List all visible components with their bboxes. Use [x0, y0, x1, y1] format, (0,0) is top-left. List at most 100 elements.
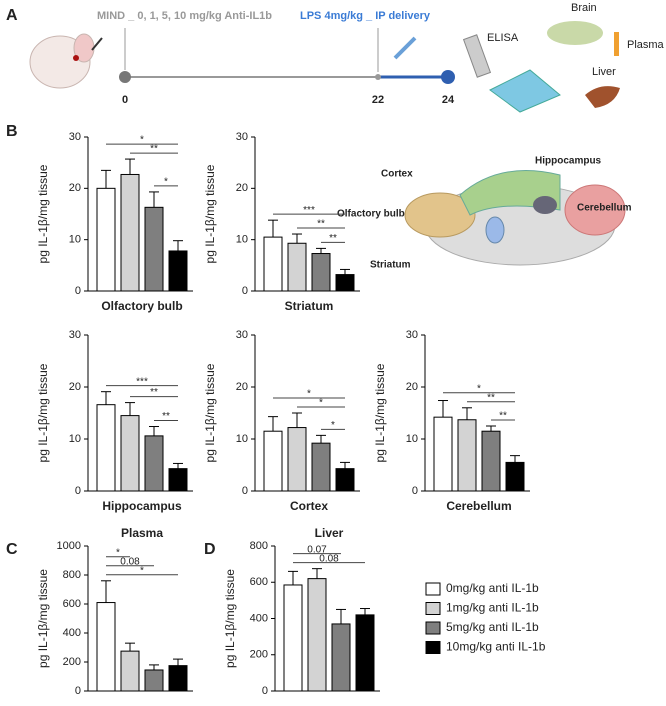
- y-tick-label: 0: [412, 485, 418, 497]
- y-tick-label: 10: [236, 234, 248, 246]
- panel-label: B: [6, 123, 18, 140]
- y-tick-label: 10: [406, 433, 418, 445]
- significance-label: 0.08: [319, 553, 339, 564]
- bar: [96, 404, 116, 492]
- significance-label: **: [317, 219, 325, 230]
- y-tick-label: 30: [406, 329, 418, 341]
- y-tick-label: 30: [69, 329, 81, 341]
- y-tick-label: 0: [75, 285, 81, 297]
- significance-label: *: [331, 420, 335, 431]
- day-label: 22: [372, 94, 384, 106]
- significance-label: 0.07: [307, 544, 327, 555]
- y-axis-label: pg IL-1β/mg tissue: [203, 164, 217, 263]
- bar: [331, 623, 351, 692]
- elisa-icon: [462, 34, 561, 113]
- bar: [144, 435, 164, 492]
- bar: [144, 669, 164, 692]
- y-tick-label: 200: [250, 649, 268, 661]
- plasma-icon: [614, 32, 619, 56]
- significance-label: *: [477, 383, 481, 394]
- legend-swatch: [425, 621, 441, 635]
- significance-label: *: [140, 135, 144, 146]
- chart-title: Liver: [315, 526, 344, 540]
- y-tick-label: 30: [236, 329, 248, 341]
- bar: [457, 419, 477, 492]
- y-tick-label: 20: [69, 182, 81, 194]
- day-label: 24: [442, 94, 455, 106]
- significance-label: *: [140, 565, 144, 576]
- y-tick-label: 30: [69, 131, 81, 143]
- legend-label: 10mg/kg anti IL-1b: [446, 640, 546, 654]
- y-axis-label: pg IL-1β/mg tissue: [36, 363, 50, 462]
- significance-label: 0.08: [120, 556, 140, 567]
- y-axis-label: pg IL-1β/mg tissue: [223, 569, 237, 668]
- y-tick-label: 0: [242, 285, 248, 297]
- x-axis-label: Olfactory bulb: [101, 299, 182, 313]
- y-tick-label: 600: [250, 576, 268, 588]
- region-label: Cortex: [381, 169, 413, 180]
- bar: [96, 602, 116, 692]
- day-label: 0: [122, 94, 128, 106]
- x-axis-label: Hippocampus: [102, 499, 182, 513]
- y-tick-label: 200: [63, 656, 81, 668]
- bar: [433, 416, 453, 492]
- y-tick-label: 30: [236, 131, 248, 143]
- liver-label: Liver: [592, 66, 616, 78]
- significance-label: *: [307, 389, 311, 400]
- significance-label: *: [319, 398, 323, 409]
- y-tick-label: 20: [406, 381, 418, 393]
- bar: [168, 250, 188, 292]
- y-tick-label: 0: [262, 685, 268, 697]
- bar: [168, 665, 188, 692]
- brain-diagram: [404, 170, 626, 266]
- significance-label: **: [150, 387, 158, 398]
- syringe-icon: [393, 36, 417, 60]
- y-axis-label: pg IL-1β/mg tissue: [36, 164, 50, 263]
- elisa-label: ELISA: [487, 32, 519, 44]
- x-axis-label: Striatum: [285, 299, 334, 313]
- bar: [481, 430, 501, 492]
- legend-swatch: [425, 582, 441, 596]
- y-tick-label: 20: [236, 182, 248, 194]
- y-tick-label: 1000: [57, 540, 81, 552]
- y-tick-label: 0: [75, 685, 81, 697]
- significance-label: **: [487, 392, 495, 403]
- bar: [307, 578, 327, 692]
- legend-label: 1mg/kg anti IL-1b: [446, 601, 539, 615]
- lps-label: LPS 4mg/kg _ IP delivery: [300, 10, 431, 22]
- significance-label: **: [499, 411, 507, 422]
- y-tick-label: 0: [75, 485, 81, 497]
- bar: [283, 584, 303, 692]
- y-tick-label: 800: [250, 540, 268, 552]
- bar: [311, 253, 331, 292]
- y-tick-label: 20: [236, 381, 248, 393]
- region-label: Cerebellum: [577, 203, 632, 214]
- region-label: Striatum: [370, 260, 411, 271]
- bar: [263, 430, 283, 492]
- bar: [168, 468, 188, 492]
- significance-label: **: [329, 233, 337, 244]
- liver-icon: [585, 86, 620, 108]
- bar: [120, 415, 140, 492]
- bar: [263, 236, 283, 292]
- timeline-dot: [119, 71, 131, 83]
- bar: [355, 614, 375, 692]
- mouse-icon: [29, 33, 103, 89]
- significance-label: *: [116, 547, 120, 558]
- treatment-label: MIND _ 0, 1, 5, 10 mg/kg Anti-IL1b: [97, 10, 272, 22]
- panel-label: A: [6, 7, 18, 24]
- y-axis-label: pg IL-1β/mg tissue: [373, 363, 387, 462]
- timeline-dot: [375, 74, 381, 80]
- y-tick-label: 10: [69, 234, 81, 246]
- y-tick-label: 10: [69, 433, 81, 445]
- panel-label: D: [204, 541, 216, 558]
- legend-label: 5mg/kg anti IL-1b: [446, 620, 539, 634]
- plasma-label: Plasma: [627, 39, 665, 51]
- panel-label: C: [6, 541, 18, 558]
- legend-label: 0mg/kg anti IL-1b: [446, 581, 539, 595]
- bar: [287, 427, 307, 492]
- timeline-dot: [441, 70, 455, 84]
- y-axis-label: pg IL-1β/mg tissue: [203, 363, 217, 462]
- x-axis-label: Cerebellum: [446, 499, 511, 513]
